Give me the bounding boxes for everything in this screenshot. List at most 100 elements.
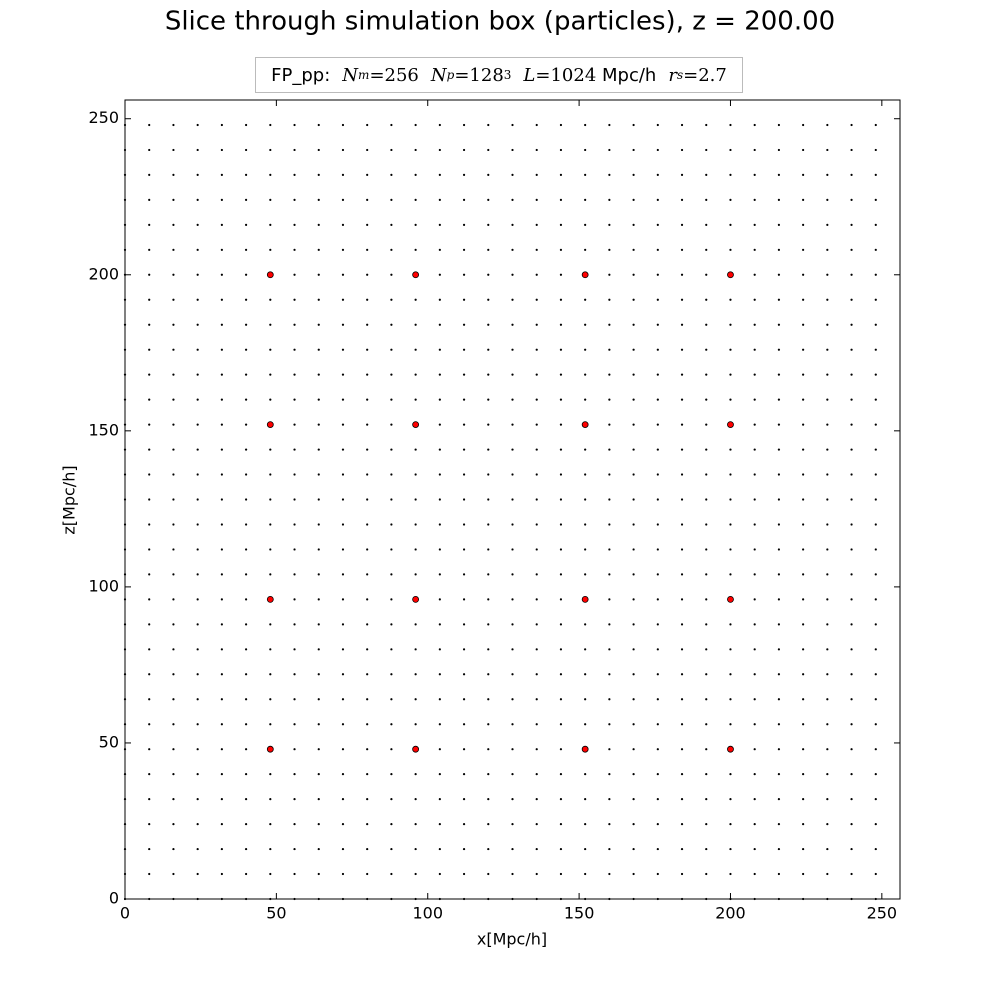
x-tick-label: 100 bbox=[412, 904, 443, 923]
particle bbox=[390, 822, 393, 826]
particle bbox=[511, 723, 514, 726]
particle bbox=[293, 298, 296, 301]
particle bbox=[584, 872, 587, 876]
particle bbox=[196, 548, 199, 551]
particle bbox=[390, 223, 393, 226]
particle bbox=[656, 623, 659, 626]
particle bbox=[244, 498, 248, 501]
particle bbox=[366, 598, 369, 601]
particle bbox=[802, 523, 805, 526]
particle bbox=[559, 773, 563, 776]
particle bbox=[511, 173, 514, 177]
particle bbox=[414, 822, 417, 826]
particle bbox=[172, 648, 175, 651]
particle bbox=[777, 348, 781, 351]
particle bbox=[511, 798, 514, 801]
particle bbox=[632, 872, 635, 876]
particle bbox=[511, 698, 514, 701]
particle bbox=[390, 273, 393, 276]
particle bbox=[148, 748, 151, 751]
particle bbox=[608, 498, 611, 501]
particle bbox=[438, 223, 441, 226]
particle bbox=[269, 773, 272, 776]
particle bbox=[487, 123, 490, 127]
particle bbox=[293, 773, 296, 776]
particle bbox=[220, 423, 223, 426]
particle bbox=[535, 123, 538, 127]
particle bbox=[680, 398, 684, 401]
particle bbox=[584, 673, 587, 676]
particle bbox=[414, 323, 417, 326]
particle bbox=[366, 323, 369, 326]
particle bbox=[366, 448, 369, 451]
particle bbox=[414, 173, 417, 177]
particle bbox=[366, 748, 369, 751]
particle bbox=[148, 298, 151, 301]
particle bbox=[777, 473, 781, 476]
particle bbox=[705, 248, 708, 251]
particle bbox=[753, 798, 756, 801]
particle bbox=[244, 673, 248, 676]
particle bbox=[802, 298, 805, 301]
particle bbox=[487, 223, 490, 226]
particle bbox=[172, 748, 175, 751]
particle bbox=[680, 148, 684, 152]
particle bbox=[269, 298, 272, 301]
particle bbox=[220, 798, 223, 801]
particle bbox=[412, 745, 420, 753]
particle bbox=[462, 498, 466, 501]
particle bbox=[341, 698, 345, 701]
particle bbox=[462, 298, 466, 301]
particle bbox=[535, 298, 538, 301]
particle bbox=[656, 723, 659, 726]
particle bbox=[220, 773, 223, 776]
particle bbox=[632, 798, 635, 801]
particle bbox=[632, 723, 635, 726]
particle bbox=[487, 373, 490, 376]
particle bbox=[632, 123, 635, 127]
particle bbox=[632, 748, 635, 751]
particle bbox=[802, 673, 805, 676]
particle bbox=[487, 847, 490, 851]
particle bbox=[269, 348, 272, 351]
particle bbox=[802, 448, 805, 451]
particle bbox=[608, 373, 611, 376]
particle bbox=[705, 123, 708, 127]
particle bbox=[535, 273, 538, 276]
particle bbox=[656, 423, 659, 426]
particle bbox=[148, 423, 151, 426]
particle bbox=[584, 723, 587, 726]
particle bbox=[220, 448, 223, 451]
particle bbox=[293, 148, 296, 152]
particle bbox=[390, 673, 393, 676]
particle bbox=[269, 872, 272, 876]
particle bbox=[462, 148, 466, 152]
particle bbox=[826, 872, 829, 876]
particle bbox=[777, 248, 781, 251]
particle bbox=[244, 623, 248, 626]
particle bbox=[729, 173, 732, 177]
particle bbox=[220, 248, 223, 251]
particle bbox=[341, 723, 345, 726]
particle bbox=[341, 273, 345, 276]
particle bbox=[438, 822, 441, 826]
particle bbox=[317, 173, 320, 177]
particle bbox=[535, 623, 538, 626]
particle bbox=[656, 498, 659, 501]
particle bbox=[220, 548, 223, 551]
particle bbox=[366, 348, 369, 351]
particle bbox=[366, 273, 369, 276]
particle bbox=[608, 298, 611, 301]
particle bbox=[656, 148, 659, 152]
particle bbox=[584, 548, 587, 551]
particle bbox=[753, 598, 756, 601]
particle bbox=[680, 798, 684, 801]
particle bbox=[414, 773, 417, 776]
particle bbox=[511, 348, 514, 351]
particle bbox=[172, 373, 175, 376]
particle bbox=[705, 598, 708, 601]
particle bbox=[487, 298, 490, 301]
particle bbox=[414, 847, 417, 851]
particle bbox=[269, 648, 272, 651]
